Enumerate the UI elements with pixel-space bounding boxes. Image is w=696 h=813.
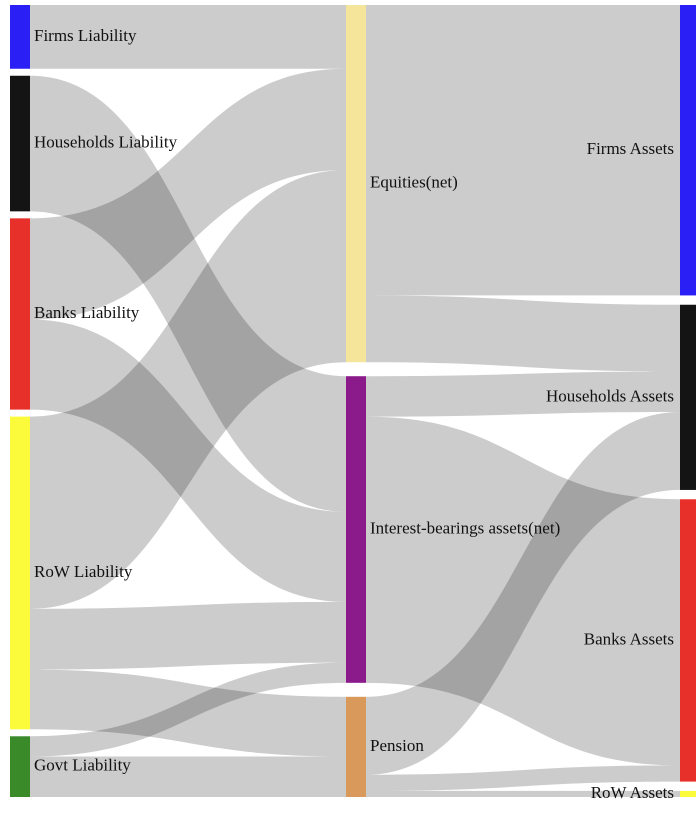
link — [30, 169, 346, 609]
node — [346, 5, 366, 363]
node-label: RoW Liability — [34, 562, 133, 581]
node — [10, 218, 30, 410]
link — [30, 601, 346, 670]
node — [10, 75, 30, 212]
link — [366, 412, 680, 775]
link — [30, 5, 346, 69]
link — [30, 756, 346, 797]
link — [30, 669, 346, 757]
link — [366, 295, 680, 372]
node-label: Interest-bearings assets(net) — [370, 518, 560, 537]
link — [30, 319, 346, 602]
node — [10, 736, 30, 797]
node-label: RoW Assets — [591, 783, 674, 802]
link — [30, 68, 346, 320]
node-label: Households Liability — [34, 132, 178, 151]
node — [10, 416, 30, 730]
node-label: Pension — [370, 736, 424, 755]
link — [30, 662, 346, 757]
node-label: Firms Assets — [587, 139, 674, 158]
link — [366, 416, 680, 766]
node-label: Banks Liability — [34, 303, 140, 322]
link — [366, 5, 680, 296]
link — [30, 75, 346, 512]
node-label: Equities(net) — [370, 173, 458, 192]
node-label: Govt Liability — [34, 756, 131, 775]
node — [680, 499, 696, 782]
node — [10, 5, 30, 69]
node — [680, 304, 696, 490]
node — [346, 376, 366, 683]
link — [366, 371, 680, 417]
node-label: Banks Assets — [584, 629, 674, 648]
link — [366, 765, 680, 791]
links — [30, 5, 680, 797]
node — [680, 790, 696, 797]
link — [366, 790, 680, 797]
node-label: Firms Liability — [34, 26, 137, 45]
node — [346, 696, 366, 797]
node — [680, 5, 696, 296]
node-label: Households Assets — [546, 386, 674, 405]
nodes: Firms Liability Households Liability Banks… — [10, 5, 696, 802]
